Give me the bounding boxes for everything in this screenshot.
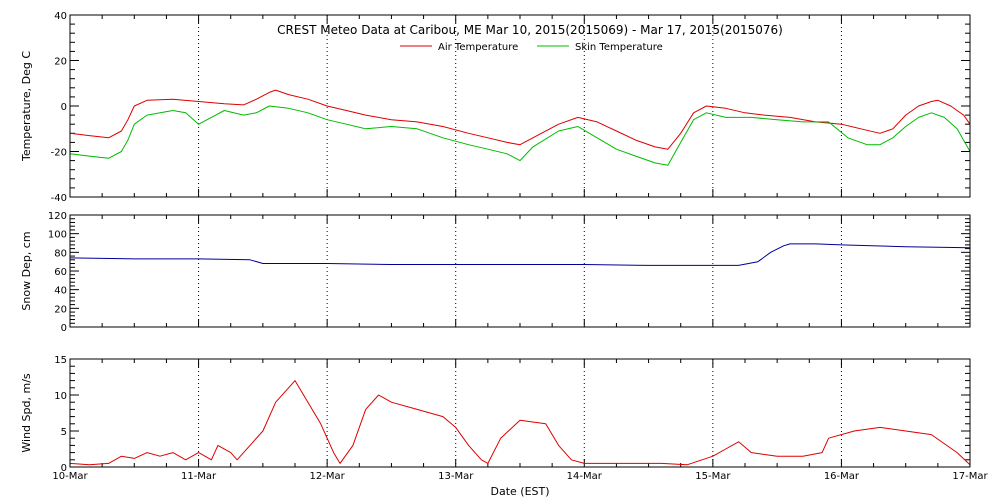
y-tick-label: 60 [54, 267, 67, 278]
y-tick-label: 20 [54, 57, 67, 68]
series-line-2-1 [69, 243, 971, 266]
y-tick-label: 20 [54, 304, 67, 315]
x-tick-label: 12-Mar [310, 471, 346, 482]
y-tick-label: -40 [51, 193, 67, 204]
x-tick-label: 16-Mar [824, 471, 860, 482]
y-tick-label: 120 [48, 211, 67, 222]
chart-panels: -40 -20 0 20 40 Temperature, Deg C 0 20 40 60 80 10… [20, 11, 988, 482]
x-tick-label: 13-Mar [438, 471, 474, 482]
y-tick-label: 10 [54, 391, 67, 402]
x-tick-label: 11-Mar [181, 471, 217, 482]
x-tick-label: 10-Mar [52, 471, 88, 482]
y-tick-label: 80 [54, 248, 67, 259]
panel-3: 0 5 10 15 Wind Spd, m/s [20, 355, 971, 474]
y-tick-label: 0 [61, 102, 67, 113]
series-line-3-1 [69, 380, 971, 466]
x-axis-label: Date (EST) [490, 485, 549, 498]
y-tick-label: 0 [61, 463, 67, 474]
x-tick-label: 15-Mar [695, 471, 731, 482]
y-tick-label: 5 [61, 427, 67, 438]
y-tick-label: 0 [61, 323, 67, 334]
y-tick-label: 100 [48, 230, 67, 241]
x-tick-labels: 10-Mar 11-Mar 12-Mar 13-Mar 14-Mar 15-Mar 16-M… [52, 471, 988, 482]
y-tick-label: 40 [54, 11, 67, 22]
x-tick-label: 14-Mar [567, 471, 603, 482]
panel-frame [69, 358, 971, 468]
panel-frame [69, 214, 971, 328]
y-axis-label: Wind Spd, m/s [20, 373, 33, 453]
panel-2: 0 20 40 60 80 100 120 Snow Dep, cm [20, 211, 971, 334]
legend: Air Temperature Skin Temperature [400, 42, 663, 53]
y-axis-label: Snow Dep, cm [20, 231, 33, 310]
legend-item: Skin Temperature [575, 42, 663, 53]
panel-frame [69, 14, 971, 198]
series-line-1-1 [69, 89, 971, 150]
panel-1: -40 -20 0 20 40 Temperature, Deg C [20, 11, 971, 204]
chart-title: CREST Meteo Data at Caribou, ME Mar 10, … [277, 23, 783, 37]
y-tick-label: 40 [54, 286, 67, 297]
x-tick-label: 17-Mar [952, 471, 988, 482]
legend-item: Air Temperature [438, 42, 518, 53]
y-tick-label: -20 [51, 148, 67, 159]
series-line-1-2 [69, 105, 971, 166]
y-axis-label: Temperature, Deg C [20, 51, 33, 162]
y-tick-label: 15 [54, 355, 67, 366]
